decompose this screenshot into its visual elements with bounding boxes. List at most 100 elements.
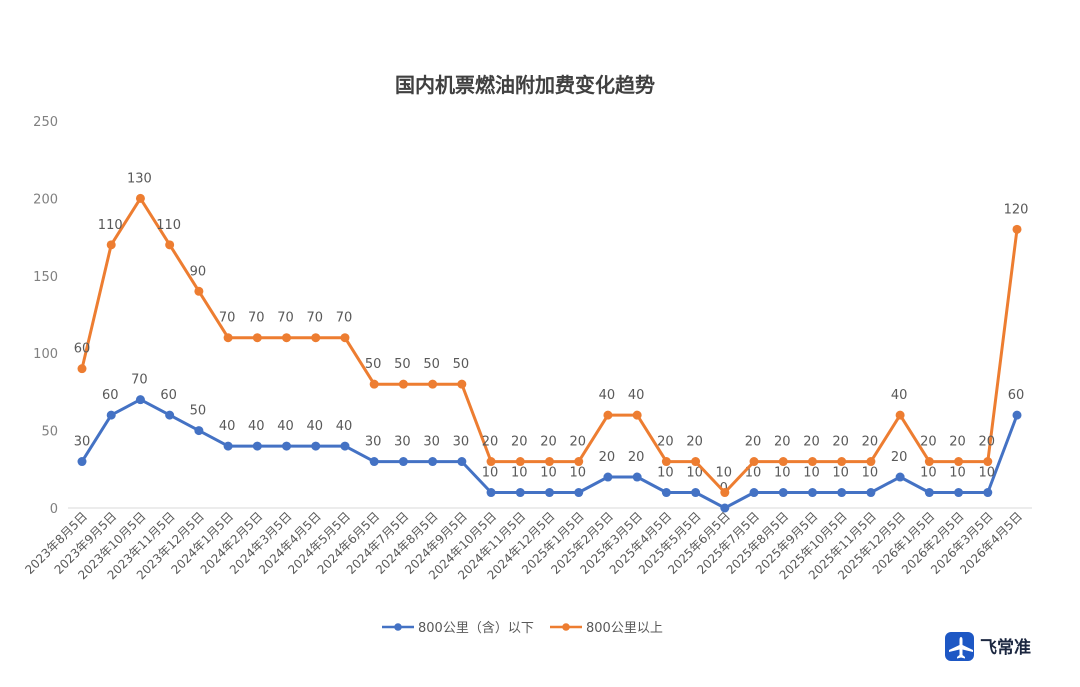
data-point[interactable] — [135, 395, 145, 405]
data-label: 10 — [832, 466, 849, 481]
data-point[interactable] — [545, 457, 554, 467]
data-label: 20 — [511, 435, 528, 450]
data-point[interactable] — [282, 441, 292, 451]
data-label: 40 — [277, 419, 294, 434]
data-label: 10 — [657, 466, 674, 481]
data-label: 90 — [190, 264, 207, 279]
data-label: 40 — [891, 388, 908, 403]
data-point[interactable] — [428, 457, 438, 467]
data-label: 60 — [160, 388, 177, 403]
data-label: 70 — [277, 311, 294, 326]
data-point[interactable] — [252, 333, 262, 343]
y-tick-label: 250 — [33, 115, 58, 130]
data-point[interactable] — [895, 410, 905, 420]
data-point[interactable] — [924, 457, 934, 467]
x-axis: 2023年8月5日2023年9月5日2023年10月5日2023年11月5日20… — [22, 509, 1025, 582]
data-point[interactable] — [106, 410, 116, 420]
data-point[interactable] — [486, 488, 496, 498]
data-point[interactable] — [807, 457, 817, 467]
data-point[interactable] — [311, 333, 321, 343]
data-point[interactable] — [77, 457, 87, 467]
data-point[interactable] — [661, 457, 671, 467]
data-point[interactable] — [778, 488, 788, 498]
data-label: 20 — [832, 435, 849, 450]
data-label: 20 — [628, 450, 645, 465]
data-point[interactable] — [135, 193, 145, 203]
data-point[interactable] — [515, 488, 525, 498]
data-point[interactable] — [983, 488, 993, 498]
data-label: 20 — [920, 435, 937, 450]
data-point[interactable] — [954, 457, 964, 467]
data-point[interactable] — [837, 457, 847, 467]
data-label: 120 — [1004, 202, 1029, 217]
data-label: 10 — [774, 466, 791, 481]
data-point[interactable] — [954, 488, 964, 498]
data-point[interactable] — [1012, 410, 1022, 420]
data-point[interactable] — [282, 333, 292, 343]
data-point[interactable] — [428, 379, 438, 389]
data-point[interactable] — [340, 333, 350, 343]
data-point[interactable] — [545, 488, 554, 498]
data-point[interactable] — [311, 441, 321, 451]
data-label: 40 — [219, 419, 236, 434]
data-point[interactable] — [691, 488, 701, 498]
data-point[interactable] — [661, 488, 671, 498]
data-label: 50 — [453, 357, 470, 372]
data-point[interactable] — [194, 426, 204, 436]
data-point[interactable] — [77, 364, 87, 374]
data-label: 60 — [74, 342, 91, 357]
data-point[interactable] — [691, 457, 701, 467]
data-point[interactable] — [603, 472, 613, 482]
data-label: 30 — [365, 435, 382, 450]
data-point[interactable] — [720, 488, 730, 498]
data-point[interactable] — [632, 410, 642, 420]
legend-marker-series-2 — [562, 623, 570, 631]
data-point[interactable] — [223, 333, 233, 343]
y-axis: 0 50 100 150 200 250 — [33, 115, 58, 517]
data-point[interactable] — [574, 457, 584, 467]
data-label: 110 — [156, 218, 181, 233]
data-point[interactable] — [457, 379, 467, 389]
data-point[interactable] — [223, 441, 233, 451]
data-point[interactable] — [749, 457, 759, 467]
data-point[interactable] — [895, 472, 905, 482]
data-point[interactable] — [106, 240, 116, 250]
data-point[interactable] — [515, 457, 525, 467]
data-point[interactable] — [574, 488, 584, 498]
legend: 800公里（含）以下 800公里以上 — [382, 620, 663, 636]
data-point[interactable] — [194, 286, 204, 296]
legend-item-series-1[interactable]: 800公里（含）以下 — [382, 620, 534, 636]
data-point[interactable] — [807, 488, 817, 498]
data-label: 70 — [248, 311, 265, 326]
data-label: 10 — [862, 466, 879, 481]
data-point[interactable] — [720, 503, 730, 513]
data-label: 20 — [599, 450, 616, 465]
data-label: 20 — [891, 450, 908, 465]
y-tick-label: 50 — [41, 425, 58, 440]
data-point[interactable] — [749, 488, 759, 498]
data-point[interactable] — [369, 379, 379, 389]
data-point[interactable] — [165, 410, 175, 420]
data-point[interactable] — [1012, 224, 1022, 234]
data-point[interactable] — [457, 457, 467, 467]
data-label: 20 — [745, 435, 762, 450]
data-label: 20 — [569, 435, 586, 450]
data-point[interactable] — [165, 240, 175, 250]
data-point[interactable] — [778, 457, 788, 467]
data-point[interactable] — [866, 457, 876, 467]
data-point[interactable] — [486, 457, 496, 467]
data-point[interactable] — [398, 457, 408, 467]
data-point[interactable] — [924, 488, 934, 498]
data-point[interactable] — [632, 472, 642, 482]
data-point[interactable] — [398, 379, 408, 389]
data-point[interactable] — [983, 457, 993, 467]
data-point[interactable] — [369, 457, 379, 467]
legend-item-series-2[interactable]: 800公里以上 — [550, 621, 663, 636]
data-point[interactable] — [340, 441, 350, 451]
data-point[interactable] — [603, 410, 613, 420]
data-point[interactable] — [837, 488, 847, 498]
data-label: 40 — [599, 388, 616, 403]
data-point[interactable] — [866, 488, 876, 498]
data-label: 70 — [131, 373, 148, 388]
data-point[interactable] — [252, 441, 262, 451]
